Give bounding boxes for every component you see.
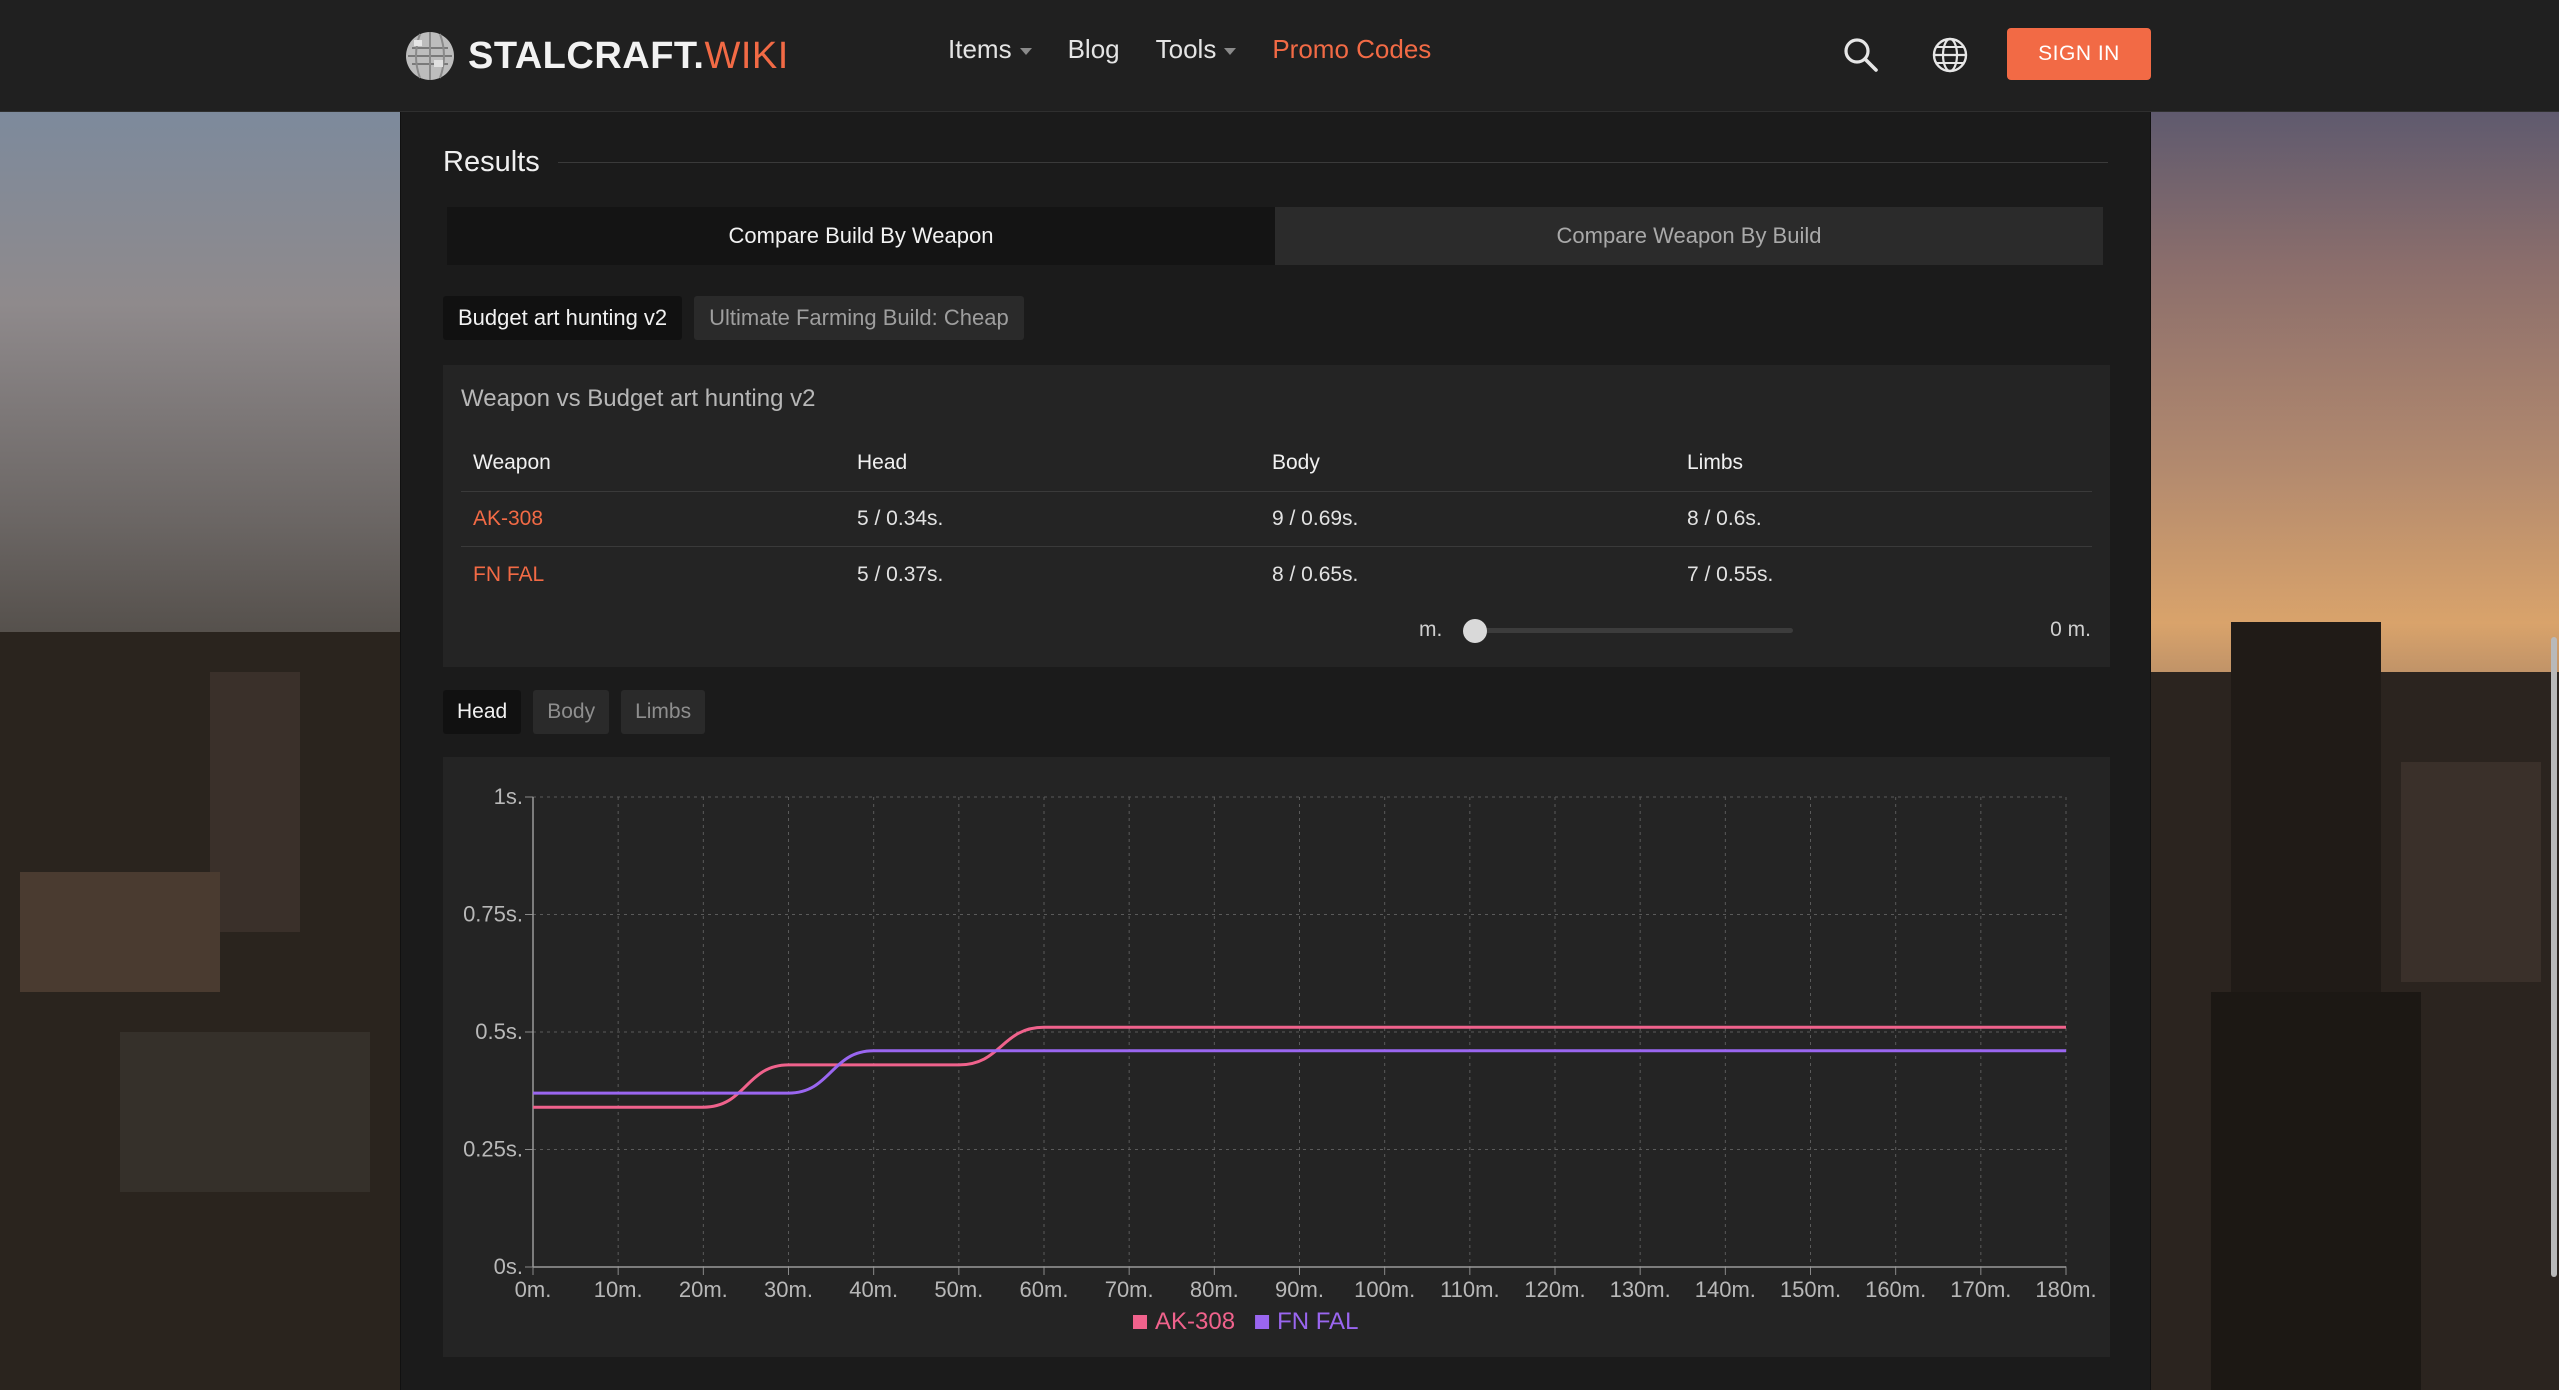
x-tick-label: 170m. [1950,1277,2011,1302]
weapon-link[interactable]: AK-308 [473,507,544,530]
column-header-weapon: Weapon [473,451,551,474]
x-tick-label: 180m. [2035,1277,2096,1302]
ttk-chart-card: 0m. 10m. 20m. 30m. 40m. 50m. 60m. 70m. 80m. 90m. 1… [443,757,2110,1357]
body-part-tabs: Head Body Limbs [443,690,706,734]
search-button[interactable] [1836,30,1886,80]
legend-swatch [1255,1315,1270,1329]
table-row: AK-308 5 / 0.34s. 9 / 0.69s. 8 / 0.6s. [461,492,2092,547]
compare-mode-tabs: Compare Build By Weapon Compare Weapon B… [447,207,2103,265]
language-button[interactable] [1925,30,1975,80]
globe-icon [1932,37,1968,73]
results-header: Results [443,146,2108,179]
x-tick-label: 30m. [764,1277,813,1302]
y-tick-label: 1s. [494,784,523,809]
legend-label: FN FAL [1277,1308,1358,1335]
column-header-head: Head [857,451,908,474]
nav-items[interactable]: Items [948,34,1032,65]
x-tick-label: 20m. [679,1277,728,1302]
site-logo[interactable]: STALCRAFT.WIKI [404,28,789,84]
nav-tools-label: Tools [1155,34,1217,64]
column-header-limbs: Limbs [1687,451,1744,474]
build-tab-ultimate-farming[interactable]: Ultimate Farming Build: Cheap [694,296,1024,340]
nav-blog[interactable]: Blog [1068,34,1120,65]
x-tick-label: 60m. [1020,1277,1069,1302]
comparison-table: Weapon Head Body Limbs AK-308 5 / 0.34s.… [461,435,2092,602]
chevron-down-icon [1224,47,1237,55]
sign-in-button[interactable]: SIGN IN [2007,28,2151,80]
nav-promo-label: Promo Codes [1272,34,1432,64]
x-tick-label: 120m. [1524,1277,1585,1302]
page-scrollbar[interactable] [2551,637,2557,1277]
nav-tools[interactable]: Tools [1156,34,1237,65]
logo-globe-icon [406,32,454,80]
results-title: Results [443,146,540,178]
legend-swatch [1133,1315,1147,1329]
tab-compare-build-by-weapon[interactable]: Compare Build By Weapon [447,207,1275,265]
table-row: FN FAL 5 / 0.37s. 8 / 0.65s. 7 / 0.55s. [461,547,2092,602]
limbs-cell: 8 / 0.6s. [1687,507,1762,530]
distance-slider-track[interactable] [1476,628,1793,633]
top-navbar: STALCRAFT.WIKI Items Blog Tools Promo Co… [0,0,2559,112]
x-tick-label: 90m. [1275,1277,1324,1302]
tab-limbs[interactable]: Limbs [621,690,706,734]
x-tick-label: 160m. [1865,1277,1926,1302]
comparison-card: Weapon vs Budget art hunting v2 Weapon H… [443,365,2110,667]
body-cell: 8 / 0.65s. [1272,562,1359,586]
series-line-ak-308 [533,1025,2066,1109]
x-tick-label: 10m. [594,1277,643,1302]
series-line-fn-fal [533,1049,2066,1095]
y-tick-label: 0.75s. [463,902,523,927]
weapon-cell: AK-308 [461,507,845,531]
weapon-cell: FN FAL [461,563,845,587]
build-tabs: Budget art hunting v2 Ultimate Farming B… [443,296,1024,340]
divider [557,162,2108,163]
y-tick-label: 0s. [494,1254,523,1279]
nav-items-label: Items [948,34,1012,64]
background-scenery-right [2151,112,2559,1390]
body-cell: 9 / 0.69s. [1272,507,1359,530]
comparison-title: Weapon vs Budget art hunting v2 [461,385,816,412]
tab-head[interactable]: Head [443,690,522,734]
x-tick-label: 70m. [1105,1277,1154,1302]
x-tick-label: 40m. [849,1277,898,1302]
distance-slider-handle[interactable] [1463,619,1487,643]
main-nav: Items Blog Tools Promo Codes [948,34,1431,65]
nav-blog-label: Blog [1067,34,1120,64]
x-tick-label: 100m. [1354,1277,1415,1302]
y-tick-label: 0.25s. [463,1137,523,1162]
x-tick-label: 150m. [1780,1277,1841,1302]
build-tab-budget-art-hunting[interactable]: Budget art hunting v2 [443,296,683,340]
logo-text: STALCRAFT.WIKI [468,34,789,77]
weapon-link[interactable]: FN FAL [473,562,545,586]
ttk-line-chart: 0m. 10m. 20m. 30m. 40m. 50m. 60m. 70m. 80m. 90m. 1… [463,784,2097,1335]
tab-compare-weapon-by-build[interactable]: Compare Weapon By Build [1556,223,1822,248]
tab-body[interactable]: Body [533,690,610,734]
distance-slider-row: m. 0 m. [443,610,2110,650]
search-icon [1844,38,1878,72]
table-header-row: Weapon Head Body Limbs [461,435,2092,492]
legend-label: AK-308 [1155,1308,1235,1335]
limbs-cell: 7 / 0.55s. [1687,562,1774,586]
nav-promo-codes[interactable]: Promo Codes [1272,34,1431,65]
column-header-body: Body [1272,451,1320,474]
chevron-down-icon [1019,47,1032,55]
x-tick-label: 50m. [934,1277,983,1302]
distance-value: 0 m. [2050,618,2091,641]
head-cell: 5 / 0.34s. [857,507,944,530]
x-tick-label: 0m. [515,1277,552,1302]
x-tick-label: 130m. [1610,1277,1671,1302]
main-content: Results Compare Build By Weapon Compare … [400,112,2151,1390]
head-cell: 5 / 0.37s. [857,562,944,586]
y-tick-label: 0.5s. [475,1019,523,1044]
background-scenery-left [0,112,400,1390]
x-tick-label: 110m. [1440,1277,1500,1302]
x-tick-label: 80m. [1190,1277,1239,1302]
x-tick-label: 140m. [1695,1277,1756,1302]
distance-unit-label: m. [1419,618,1443,641]
